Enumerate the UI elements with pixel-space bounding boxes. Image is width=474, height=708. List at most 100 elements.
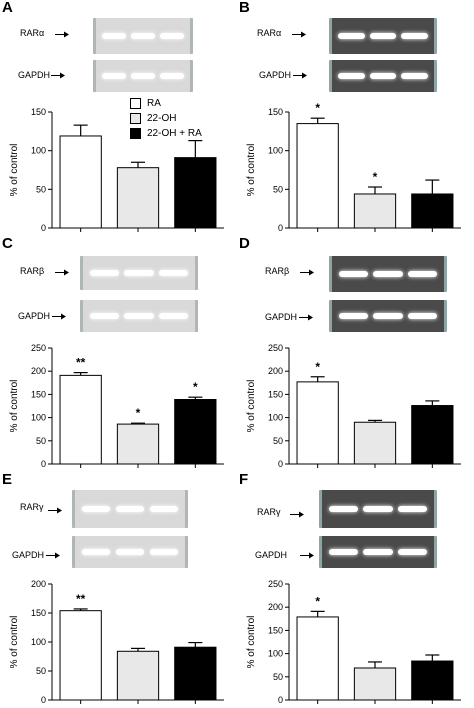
reference-label: GAPDH <box>12 550 45 560</box>
gel-band <box>338 313 368 319</box>
bar <box>59 374 102 465</box>
y-tick-label: 50 <box>36 436 46 446</box>
legend-item: 22-OH + RA <box>130 128 202 143</box>
gene-label: RARγ <box>20 502 44 512</box>
gel-band <box>369 73 397 79</box>
bar <box>59 135 102 229</box>
gene-label: RARβ <box>20 266 45 276</box>
bar <box>353 193 397 229</box>
y-tick-label: 250 <box>31 343 46 353</box>
y-tick-label: 150 <box>31 389 46 399</box>
y-tick-label: 100 <box>31 146 46 156</box>
bar <box>296 123 339 229</box>
legend-label: 22-OH + RA <box>147 128 202 140</box>
y-axis-label: % of control <box>246 616 257 669</box>
y-tick-label: 50 <box>273 184 283 194</box>
legend-swatch <box>130 98 141 109</box>
y-tick-label: 200 <box>31 579 46 589</box>
gel-image <box>72 490 188 528</box>
bar <box>296 616 339 701</box>
gel-band <box>81 506 111 512</box>
gel-band <box>159 270 189 276</box>
gel-band <box>89 270 119 276</box>
panel-letter: F <box>239 471 249 488</box>
gel-band <box>130 33 156 39</box>
legend-item: 22-OH <box>130 113 202 128</box>
gel-band <box>159 33 185 39</box>
bar <box>174 399 217 465</box>
arrow-icon <box>300 552 314 559</box>
panel-letter: A <box>2 0 13 16</box>
y-axis-label: % of control <box>9 616 20 669</box>
gel-image <box>80 300 198 332</box>
gel-band <box>373 271 403 277</box>
legend-label: 22-OH <box>147 113 177 125</box>
significance-marker: ** <box>76 356 86 370</box>
bar <box>174 646 217 701</box>
reference-label: GAPDH <box>265 312 298 322</box>
gel-band <box>338 73 365 79</box>
reference-label: GAPDH <box>18 70 51 80</box>
bar-chart: 0 50 100 150 200 250 % of control * <box>246 579 461 705</box>
gene-label: RARα <box>257 28 282 38</box>
y-tick-label: 200 <box>268 602 283 612</box>
gel-band <box>124 313 154 319</box>
y-tick-label: 0 <box>41 223 46 233</box>
significance-marker: * <box>193 380 198 394</box>
panel-a: A RARα GAPDH RA 22-OH 22-OH + RA 0 50 100 1… <box>0 0 237 236</box>
y-tick-label: 150 <box>268 389 283 399</box>
legend-item: RA <box>130 98 202 113</box>
y-tick-label: 0 <box>41 695 46 705</box>
bar <box>353 421 397 465</box>
gel-band <box>398 549 428 555</box>
y-axis-label: % of control <box>9 144 20 197</box>
arrow-icon <box>293 72 307 79</box>
gel-image <box>93 60 193 92</box>
panel-f: F RARγ GAPDH 0 50 100 150 200 250 % of control… <box>237 472 474 708</box>
panel-c: C RARβ GAPDH 0 50 100 150 200 250 % of control… <box>0 236 237 472</box>
arrow-icon <box>52 313 66 320</box>
bar <box>59 610 102 701</box>
gel-band <box>401 73 428 79</box>
gel-band <box>89 313 119 319</box>
panel-letter: B <box>239 0 250 16</box>
panel-d: D RARβ GAPDH 0 50 100 150 200 250 % of control… <box>237 236 474 472</box>
gel-image <box>319 536 437 568</box>
gel-image <box>80 256 198 290</box>
y-axis-label: % of control <box>246 380 257 433</box>
gel-band <box>159 313 189 319</box>
y-tick-label: 50 <box>36 666 46 676</box>
y-tick-label: 250 <box>268 579 283 589</box>
bar <box>174 157 217 229</box>
y-axis-label: % of control <box>246 144 257 197</box>
gel-band <box>338 33 365 39</box>
gel-band <box>124 270 154 276</box>
y-tick-label: 0 <box>278 695 283 705</box>
significance-marker: * <box>315 360 320 374</box>
y-tick-label: 150 <box>268 625 283 635</box>
reference-label: GAPDH <box>255 550 288 560</box>
y-tick-label: 250 <box>268 343 283 353</box>
arrow-icon <box>299 314 313 321</box>
gel-image <box>329 18 437 54</box>
gel-band <box>369 33 397 39</box>
gel-image <box>329 256 447 292</box>
y-tick-label: 50 <box>273 672 283 682</box>
bar-chart: 0 50 100 150 % of control <box>9 107 224 233</box>
gel-band <box>328 506 358 512</box>
bar-chart: 0 50 100 150 200 250 % of control * <box>246 343 461 469</box>
y-tick-label: 100 <box>31 413 46 423</box>
arrow-icon <box>46 552 60 559</box>
gel-band <box>401 33 428 39</box>
arrow-icon <box>55 269 69 276</box>
gel-band <box>149 549 179 555</box>
gel-band <box>81 549 111 555</box>
gel-image <box>319 490 437 528</box>
bar <box>411 193 454 229</box>
gel-image <box>72 536 188 568</box>
y-tick-label: 50 <box>273 436 283 446</box>
significance-marker: * <box>315 594 320 608</box>
gel-band <box>328 549 358 555</box>
bar <box>296 381 339 465</box>
